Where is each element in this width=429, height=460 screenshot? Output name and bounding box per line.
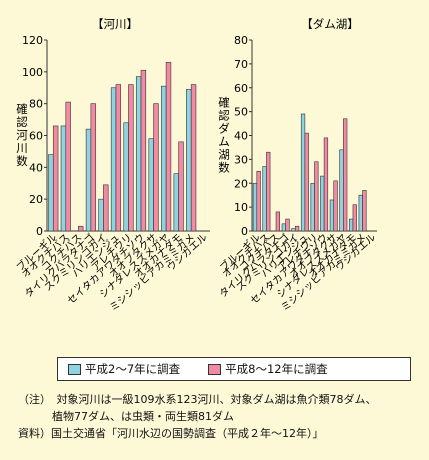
chart-title: 【ダム湖】 [301,17,359,31]
legend-item-series2: 平成8～12年に調査 [208,361,328,377]
bar-series2 [314,161,319,232]
chart-panel-2: 【ダム湖】確認ダム湖数01020304050607080ブルーギルオオクチバスコ… [216,17,378,314]
y-tick-label: 100 [22,66,43,79]
chart-title: 【河川】 [92,17,138,31]
bar-series2 [128,84,134,232]
y-tick-label: 120 [22,34,43,47]
bar-series1 [349,218,354,232]
bar-series1 [310,182,315,232]
bar-series1 [173,173,179,232]
y-tick-label: 40 [29,161,43,174]
y-axis-label: 確認ダム湖数 [218,96,230,175]
bar-series2 [285,218,290,232]
bar-series1 [48,154,54,232]
bar-series2 [140,69,147,232]
bar-series2 [333,180,338,232]
bar-series2 [165,61,172,232]
source-line: 資料）国土交通省「河川水辺の国勢調査（平成２年～12年）」 [18,427,324,440]
legend: 平成2～7年に調査 平成8～12年に調査 [57,357,411,381]
bar-series2 [343,118,348,232]
bar-series2 [304,132,309,232]
bar-series1 [300,113,306,232]
chart-panel-1: 【河川】確認河川数020406080100120ブルーギルオオクチバスコクチバス… [13,17,210,314]
legend-item-series1: 平成2～7年に調査 [68,361,180,377]
y-tick-label: 80 [234,34,248,47]
legend-swatch-series1 [68,363,81,375]
bar-series1 [339,149,344,232]
y-tick-label: 10 [234,201,248,214]
bar-series1 [186,89,192,232]
note-line-1: （注） 対象河川は一級109水系123河川、対象ダム湖は魚介類78ダム、 [18,393,377,406]
y-tick-label: 80 [29,98,43,111]
bar-series2 [294,225,300,232]
bar-series1 [291,228,296,232]
bar-series1 [281,223,286,232]
legend-label-series1: 平成2～7年に調査 [85,362,181,376]
charts-area: 【河川】確認河川数020406080100120ブルーギルオオクチバスコクチバス… [13,17,378,314]
bar-series2 [153,103,159,232]
bar-series1 [135,76,142,232]
bar-series2 [190,84,197,232]
notes: （注） 対象河川は一級109水系123河川、対象ダム湖は魚介類78ダム、 植物7… [18,391,423,442]
bar-series2 [90,103,96,232]
bar-series1 [252,182,258,232]
y-tick-label: 0 [241,225,248,238]
bar-series1 [110,87,117,232]
bar-series2 [323,137,329,232]
bar-series1 [358,194,363,232]
y-tick-label: 50 [234,106,248,119]
note-line-2: 植物77ダム、は虫類・両生類81ダム [52,410,234,423]
y-tick-label: 70 [234,58,248,71]
bar-series1 [85,128,92,232]
bar-series1 [262,166,267,232]
y-axis-label: 確認河川数 [16,102,28,168]
bar-series1 [320,175,325,232]
bar-series2 [115,84,122,232]
bar-series1 [329,199,335,232]
bar-series2 [78,225,84,232]
y-tick-label: 40 [234,130,248,143]
bar-series1 [60,125,67,232]
legend-swatch-series2 [208,363,222,375]
bar-series2 [178,141,184,232]
y-tick-label: 0 [36,225,43,238]
bar-series2 [362,190,367,232]
bar-series2 [52,125,59,232]
y-tick-label: 60 [234,82,248,95]
bar-series2 [103,184,109,232]
bar-series2 [352,204,357,232]
y-tick-label: 20 [234,177,248,190]
legend-label-series2: 平成8～12年に調査 [225,362,328,376]
y-tick-label: 20 [29,193,43,206]
bar-series2 [256,171,261,232]
bar-series2 [266,151,271,232]
y-tick-label: 60 [29,130,43,143]
bar-series1 [98,198,104,232]
bar-series1 [148,138,154,232]
y-tick-label: 30 [234,153,248,166]
bar-series1 [161,85,167,232]
bar-series2 [275,211,280,232]
bar-series1 [123,122,129,232]
bar-series2 [65,101,71,232]
